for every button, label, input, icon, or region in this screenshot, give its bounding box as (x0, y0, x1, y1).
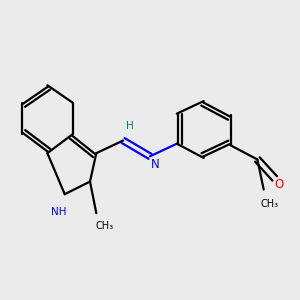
Text: CH₃: CH₃ (261, 199, 279, 209)
Text: CH₃: CH₃ (95, 221, 113, 231)
Text: N: N (151, 158, 160, 171)
Text: NH: NH (51, 207, 66, 217)
Text: H: H (126, 121, 133, 131)
Text: O: O (275, 178, 284, 190)
